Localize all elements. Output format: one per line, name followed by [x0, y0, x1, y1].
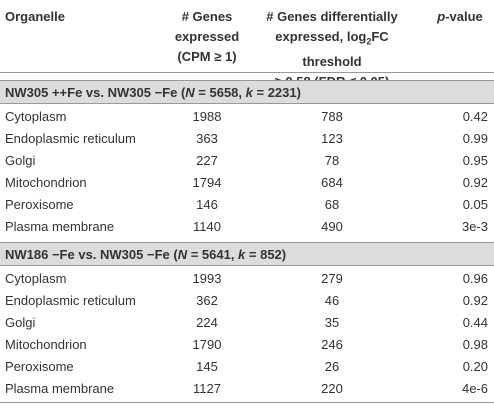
text: NW186 −Fe vs. NW305 −Fe (	[5, 247, 178, 262]
organelle-cell: Cytoplasm	[5, 109, 67, 124]
value-cell: 123	[321, 131, 343, 146]
value-cell: 227	[196, 153, 218, 168]
value-cell: 46	[324, 293, 340, 308]
value-cell: 224	[196, 315, 218, 330]
value-cell: 146	[196, 197, 218, 212]
section-title: NW305 ++Fe vs. NW305 −Fe (N = 5658, k = …	[0, 80, 494, 104]
value-cell: 0.99	[462, 131, 488, 146]
value-cell: 0.05	[462, 197, 488, 212]
value-cell: 1127	[193, 381, 221, 396]
header-line: (CPM ≥ 1)	[177, 49, 237, 64]
value-cell: 145	[196, 359, 218, 374]
organelle-cell: Golgi	[5, 153, 36, 168]
value-cell: 1988	[192, 109, 222, 124]
text: = 852)	[245, 247, 287, 262]
value-cell: 0.98	[462, 337, 488, 352]
section-title: NW186 −Fe vs. NW305 −Fe (N = 5641, k = 8…	[0, 242, 494, 266]
organelle-cell: Plasma membrane	[5, 219, 115, 234]
value-cell: 35	[324, 315, 340, 330]
value-cell: 363	[196, 131, 218, 146]
organelle-cell: Plasma membrane	[5, 381, 115, 396]
text: FC threshold	[302, 29, 389, 69]
value-cell: 0.44	[462, 315, 488, 330]
value-cell: 0.42	[462, 109, 488, 124]
value-cell: 0.96	[462, 271, 488, 286]
header-cell: # Genes differentially expressed, log2FC…	[252, 7, 412, 92]
value-cell: 0.95	[462, 153, 488, 168]
text: NW305 ++Fe vs. NW305 −Fe (	[5, 85, 186, 100]
value-cell: 1140	[193, 219, 221, 234]
organelle-cell: Peroxisome	[5, 197, 74, 212]
header-cell: # Genes expressed (CPM ≥ 1)	[150, 7, 264, 67]
value-cell: 362	[196, 293, 218, 308]
header-cell: p-value	[430, 7, 490, 27]
value-cell: 0.92	[462, 293, 488, 308]
organelle-cell: Peroxisome	[5, 359, 74, 374]
rule	[0, 402, 494, 403]
value-cell: 68	[324, 197, 340, 212]
value-cell: 4e-6	[461, 381, 488, 396]
text: k	[238, 247, 246, 262]
value-cell: 1794	[192, 175, 222, 190]
subscript: 2	[366, 36, 372, 47]
value-cell: 788	[321, 109, 343, 124]
header-line: # Genes	[181, 9, 233, 24]
text: expressed, log	[275, 29, 367, 44]
value-cell: 684	[321, 175, 343, 190]
text: -value	[445, 9, 483, 24]
organelle-cell: Cytoplasm	[5, 271, 67, 286]
value-cell: 1790	[192, 337, 222, 352]
organelle-cell: Mitochondrion	[5, 337, 87, 352]
text: = 5641,	[187, 247, 239, 262]
organelle-cell: Mitochondrion	[5, 175, 87, 190]
value-cell: 0.20	[462, 359, 488, 374]
value-cell: 490	[321, 219, 343, 234]
text: N	[177, 247, 188, 262]
text: N	[185, 85, 195, 100]
value-cell: 220	[321, 381, 343, 396]
header-line: expressed	[174, 29, 240, 44]
text: k	[245, 85, 253, 100]
header-cell: Organelle	[5, 9, 65, 24]
value-cell: 1993	[192, 271, 222, 286]
value-cell: 0.92	[462, 175, 488, 190]
value-cell: 279	[321, 271, 343, 286]
rule	[0, 72, 494, 73]
header-line: # Genes differentially	[266, 9, 398, 24]
text: = 5658,	[194, 85, 246, 100]
value-cell: 246	[321, 337, 343, 352]
organelle-cell: Endoplasmic reticulum	[5, 293, 136, 308]
text: p	[437, 9, 446, 24]
value-cell: 3e-3	[461, 219, 488, 234]
value-cell: 26	[324, 359, 340, 374]
header-line: expressed, log2FC threshold	[252, 27, 412, 72]
value-cell: 78	[324, 153, 340, 168]
organelle-cell: Endoplasmic reticulum	[5, 131, 136, 146]
text: = 2231)	[252, 85, 301, 100]
organelle-cell: Golgi	[5, 315, 36, 330]
